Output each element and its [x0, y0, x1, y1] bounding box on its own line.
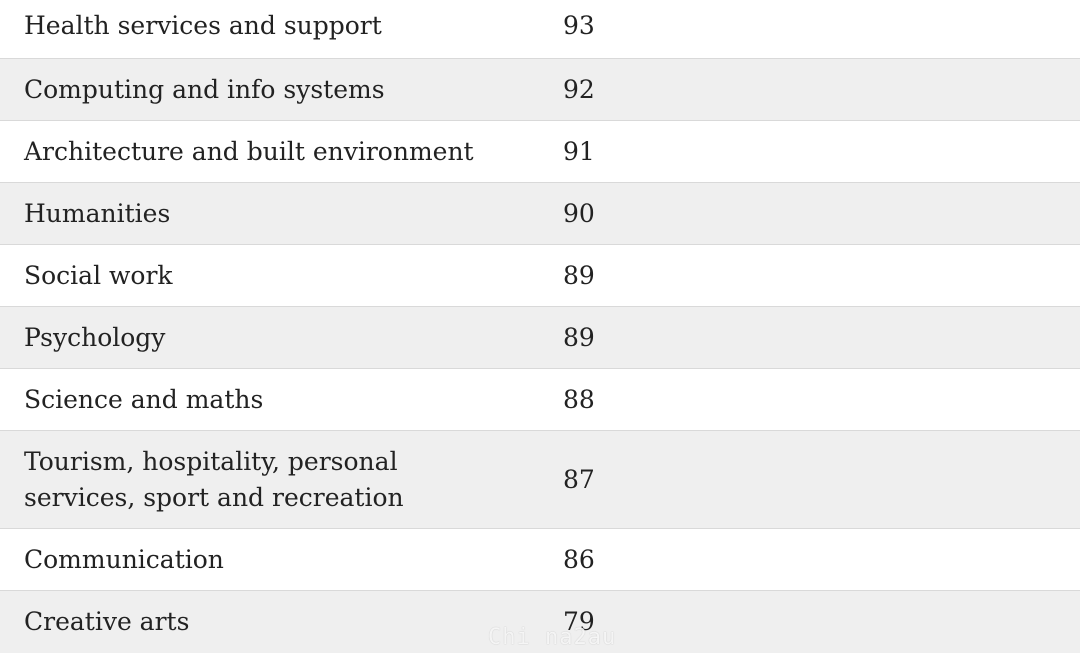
row-label: Creative arts [24, 607, 190, 636]
row-value: 88 [563, 385, 595, 414]
row-label: Social work [24, 261, 173, 290]
watermark-text: Chi na2au [488, 625, 617, 650]
row-value: 91 [563, 137, 595, 166]
table-row: Creative arts 79 [0, 591, 1080, 653]
table-row: Health services and support 93 [0, 0, 1080, 59]
table-row: Communication 86 [0, 529, 1080, 591]
table-row: Social work 89 [0, 245, 1080, 307]
table-row: Computing and info systems 92 [0, 59, 1080, 121]
row-value: 92 [563, 75, 595, 104]
table-row: Architecture and built environment 91 [0, 121, 1080, 183]
table-row: Tourism, hospitality, personal services,… [0, 431, 1080, 529]
row-value: 89 [563, 323, 595, 352]
row-value: 86 [563, 545, 595, 574]
row-label: Tourism, hospitality, personal services,… [24, 447, 404, 512]
row-value: 90 [563, 199, 595, 228]
table-row: Psychology 89 [0, 307, 1080, 369]
row-value: 89 [563, 261, 595, 290]
row-label: Communication [24, 545, 224, 574]
row-label: Health services and support [24, 11, 382, 40]
table-row: Humanities 90 [0, 183, 1080, 245]
row-value: 93 [563, 11, 595, 40]
row-label: Architecture and built environment [24, 137, 474, 166]
row-label: Psychology [24, 323, 166, 352]
row-label: Humanities [24, 199, 171, 228]
row-value: 79 [563, 607, 595, 636]
row-value: 87 [563, 465, 595, 494]
table-row: Science and maths 88 [0, 369, 1080, 431]
row-label: Computing and info systems [24, 75, 385, 104]
row-label: Science and maths [24, 385, 264, 414]
